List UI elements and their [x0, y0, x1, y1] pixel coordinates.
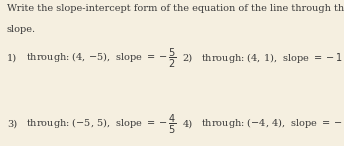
Text: through: (4, $-$5),  slope $= -\dfrac{5}{2}$: through: (4, $-$5), slope $= -\dfrac{5}{…: [26, 47, 176, 70]
Text: Write the slope-intercept form of the equation of the line through the given poi: Write the slope-intercept form of the eq…: [7, 4, 344, 13]
Text: slope.: slope.: [7, 25, 36, 34]
Text: 3): 3): [7, 120, 17, 129]
Text: 1): 1): [7, 54, 17, 63]
Text: 2): 2): [182, 54, 192, 63]
Text: through: ($-$4, 4),  slope $= -\dfrac{7}{4}$: through: ($-$4, 4), slope $= -\dfrac{7}{…: [201, 113, 344, 136]
Text: through: ($-$5, 5),  slope $= -\dfrac{4}{5}$: through: ($-$5, 5), slope $= -\dfrac{4}{…: [26, 113, 176, 136]
Text: 4): 4): [182, 120, 192, 129]
Text: through: (4, 1),  slope $= -1$: through: (4, 1), slope $= -1$: [201, 51, 343, 65]
